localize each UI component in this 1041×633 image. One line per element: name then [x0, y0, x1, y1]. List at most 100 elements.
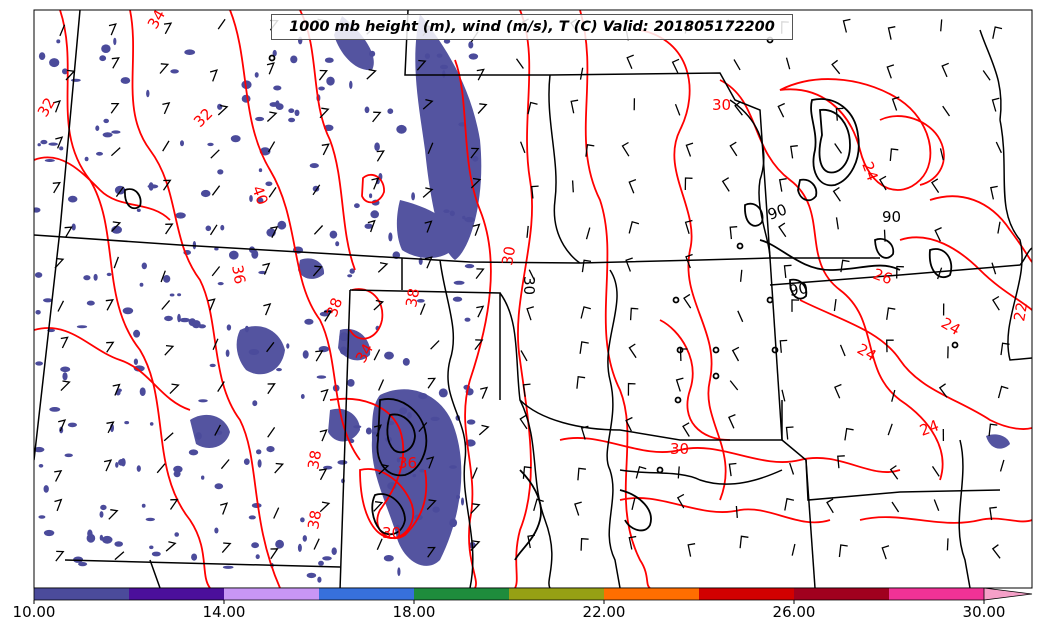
wind-speed-speckle — [133, 365, 145, 372]
wind-speed-speckle — [419, 468, 425, 473]
colorbar — [33, 587, 1033, 604]
wind-barb — [111, 57, 120, 69]
wind-barb — [474, 339, 484, 350]
wind-speed-speckle — [452, 296, 463, 302]
wind-barb — [997, 221, 1001, 234]
wind-speed-speckle — [369, 193, 373, 199]
wind-speed-speckle — [418, 393, 428, 400]
wind-barb — [273, 507, 280, 519]
temp-contour-label: 30 — [712, 96, 731, 114]
wind-speed-speckle — [48, 142, 58, 146]
wind-barb — [60, 336, 69, 349]
wind-barb — [313, 225, 324, 235]
wind-speed-speckle — [149, 422, 154, 426]
wind-barb — [162, 101, 171, 115]
wind-barb — [57, 300, 65, 312]
wind-barb — [627, 382, 636, 396]
wind-barb — [785, 57, 791, 70]
wind-barb — [418, 422, 428, 433]
wind-barb — [881, 545, 890, 560]
wind-barb — [211, 266, 221, 277]
wind-speed-speckle — [266, 446, 275, 453]
temp-contour-label: 24 — [858, 159, 881, 183]
wind-speed-speckle — [163, 275, 171, 283]
wind-speed-speckle — [170, 69, 179, 74]
wind-speed-speckle — [34, 446, 45, 453]
wind-speed-speckle — [241, 94, 251, 103]
wind-barb — [585, 144, 595, 157]
wind-barb — [212, 338, 219, 350]
wind-speed-speckle — [300, 517, 305, 523]
wind-speed-speckle — [106, 272, 112, 277]
wind-barb — [883, 229, 886, 242]
wind-barb — [628, 220, 640, 234]
wind-barb — [835, 217, 839, 230]
wind-barb — [677, 466, 680, 479]
wind-speed-speckle — [347, 379, 355, 387]
wind-speed-speckle — [384, 351, 394, 360]
wind-speed-speckle — [136, 208, 141, 212]
wind-speed-speckle — [146, 89, 150, 98]
wind-speed-speckle — [251, 503, 262, 508]
wind-barb — [422, 187, 434, 198]
wind-barb — [526, 225, 529, 238]
wind-speed-speckle — [461, 497, 464, 506]
wind-barb — [887, 26, 896, 40]
wind-speed-speckle — [374, 142, 380, 151]
wind-speed-speckle — [141, 503, 146, 508]
wind-speed-speckle — [383, 555, 394, 562]
wind-speed-speckle — [449, 465, 457, 469]
wind-speed-speckle — [256, 449, 262, 455]
temp-contour-label: 30 — [670, 440, 689, 458]
wind-barb — [419, 303, 426, 316]
wind-speed-speckle — [217, 103, 223, 110]
wind-speed-speckle — [443, 38, 451, 44]
wind-speed-speckle — [326, 76, 335, 86]
wind-speed-speckle — [286, 343, 290, 349]
wind-barb — [110, 102, 120, 114]
wind-barb — [840, 259, 850, 273]
temp-contour-label: 30 — [498, 245, 519, 267]
wind-speed-speckle — [464, 264, 475, 269]
wind-barb — [268, 187, 277, 198]
wind-barb — [739, 269, 743, 282]
wind-barb — [163, 432, 174, 442]
wind-speed-speckle — [177, 293, 182, 297]
wind-barb — [581, 259, 592, 273]
wind-speed-speckle — [462, 215, 466, 220]
colorbar-segment — [794, 588, 889, 600]
wind-barb — [991, 262, 997, 275]
wind-barb — [838, 544, 848, 558]
wind-speed-speckle — [229, 250, 239, 260]
wind-barb — [366, 68, 377, 80]
wind-speed-speckle — [249, 195, 253, 202]
wind-barb — [266, 62, 275, 75]
wind-speed-speckle — [86, 300, 95, 306]
wind-barb — [106, 341, 115, 353]
temperature-contours — [34, 10, 1032, 588]
temp-contour-label: 30 — [382, 524, 401, 542]
wind-speed-speckle — [304, 318, 314, 325]
wind-speed-speckle — [43, 485, 49, 493]
wind-speed-speckle — [432, 506, 440, 513]
temp-contour-label: 38 — [323, 295, 346, 319]
wind-speed-speckle — [99, 511, 104, 518]
wind-barb — [579, 341, 589, 354]
wind-speed-speckle — [272, 49, 277, 57]
wind-speed-speckle — [297, 543, 302, 553]
wind-barb — [522, 383, 531, 397]
wind-speed-speckle — [329, 230, 338, 239]
wind-speed-speckle — [402, 358, 410, 366]
wind-barb — [108, 509, 119, 520]
wind-barb — [110, 147, 121, 157]
wind-barb — [527, 101, 538, 115]
wind-speed-speckle — [114, 185, 126, 195]
wind-barb — [470, 177, 482, 189]
wind-barb — [527, 534, 536, 549]
wind-barb — [685, 142, 694, 157]
wind-barb — [422, 98, 434, 110]
wind-speed-speckle — [71, 78, 81, 82]
wind-barb — [476, 305, 485, 318]
wind-speed-speckle — [416, 299, 425, 303]
wind-speed-speckle — [101, 44, 111, 53]
